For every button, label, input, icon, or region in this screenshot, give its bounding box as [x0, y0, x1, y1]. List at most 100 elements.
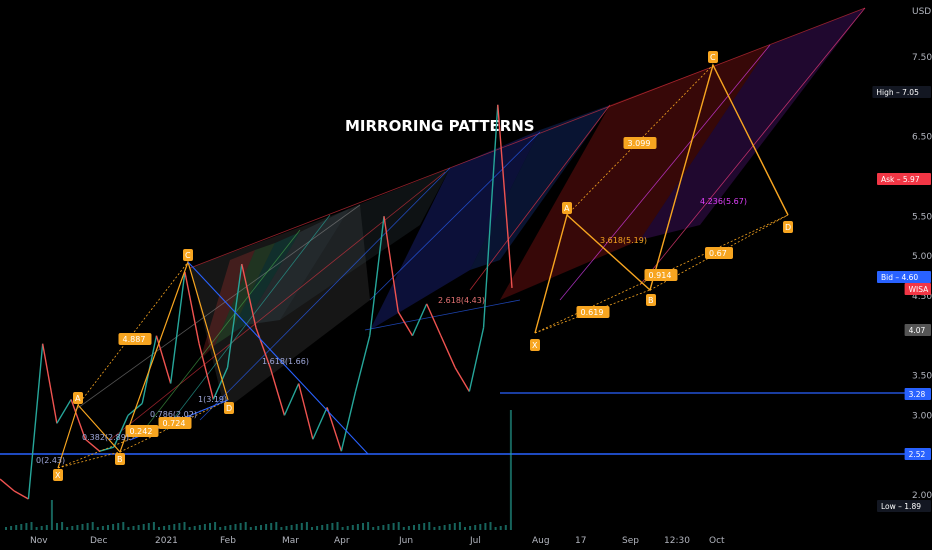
x-tick-label: 17	[575, 536, 586, 546]
volume-bar	[30, 522, 33, 530]
price-segment	[283, 383, 300, 416]
volume-bar	[127, 527, 130, 530]
volume-bar	[280, 527, 283, 530]
volume-bar	[448, 524, 451, 530]
volume-bar	[163, 526, 166, 530]
volume-bar	[168, 525, 171, 530]
svg-text:3.099: 3.099	[628, 139, 651, 148]
volume-bar	[254, 526, 257, 530]
volume-bar	[178, 523, 181, 530]
price-segment	[184, 271, 200, 344]
volume-bar	[66, 527, 69, 530]
volume-bar	[101, 526, 104, 530]
volume-bar	[326, 524, 329, 530]
volume-bar	[402, 527, 405, 530]
svg-text:0.67: 0.67	[709, 249, 727, 258]
svg-text:Ask – 5.97: Ask – 5.97	[881, 175, 920, 184]
volume-bar	[290, 525, 293, 530]
fib-channel-lines	[74, 7, 866, 441]
volume-bar	[438, 526, 441, 530]
volume-bar	[504, 525, 507, 530]
volume-bar	[10, 526, 13, 530]
price-tag: 2.52	[904, 448, 931, 460]
volume-bar	[300, 523, 303, 530]
svg-text:2.52: 2.52	[909, 450, 926, 459]
volume-bar	[336, 522, 339, 530]
price-tag: 4.07	[904, 324, 931, 336]
volume-bar	[270, 523, 273, 530]
volume-bar	[356, 524, 359, 530]
volume-bar	[479, 524, 482, 530]
volume-bar	[50, 500, 53, 530]
volume-bar	[20, 524, 23, 530]
pattern-point-c: C	[183, 249, 193, 261]
pattern-point-x: X	[53, 469, 63, 481]
volume-bar	[458, 522, 461, 530]
volume-bar	[86, 523, 89, 530]
price-segment	[369, 216, 385, 336]
price-segment	[255, 327, 271, 368]
price-segment	[27, 343, 44, 500]
fib-ratio-box: 4.887	[118, 333, 152, 345]
price-tag: High – 7.05	[872, 86, 931, 98]
x-tick-label: Nov	[30, 536, 48, 546]
price-segment	[497, 104, 513, 288]
price-segment	[84, 438, 101, 452]
y-tick-label: 4.50	[912, 292, 932, 302]
fib-level-label: 1(3.19)	[198, 395, 227, 404]
price-segment	[440, 335, 456, 368]
y-tick-label: 3.00	[912, 411, 932, 421]
volume-bar	[494, 527, 497, 530]
volume-bar	[433, 527, 436, 530]
volume-bar	[351, 525, 354, 530]
volume-bar	[397, 522, 400, 530]
svg-text:C: C	[710, 53, 716, 62]
y-tick-label: 6.50	[912, 133, 932, 143]
price-tag: Ask – 5.97	[877, 173, 931, 185]
volume-bar	[81, 524, 84, 530]
x-axis: Nov Dec 2021 Feb Mar Apr Jun Jul Aug 17 Sep 12:30 Oc…	[30, 536, 725, 546]
volume-bar	[285, 526, 288, 530]
svg-text:D: D	[226, 404, 232, 413]
x-tick-label: Sep	[622, 536, 639, 546]
volume-bar	[474, 525, 477, 530]
volume-bar	[499, 526, 502, 530]
svg-text:4.887: 4.887	[123, 335, 146, 344]
price-segment	[397, 311, 414, 337]
fib-level-label: 1.618(1.66)	[262, 357, 309, 366]
price-tags: High – 7.05 Ask – 5.97 Bid – 4.60 WISA 4.07 3…	[872, 86, 931, 512]
fib-level-label: 3.618(5.19)	[600, 236, 647, 245]
price-segment	[297, 383, 314, 440]
price-segment	[482, 104, 499, 328]
pattern-point-b: B	[646, 294, 656, 306]
x-tick-label: 12:30	[664, 536, 690, 546]
svg-text:A: A	[75, 394, 81, 403]
volume-bar	[392, 523, 395, 530]
svg-text:WISA: WISA	[909, 285, 930, 294]
volume-bar	[219, 527, 222, 530]
y-axis: 7.50 6.50 5.50 5.00 4.50 3.50 3.00 2.00	[912, 53, 932, 501]
x-tick-label: Aug	[532, 536, 550, 546]
svg-text:0.242: 0.242	[130, 427, 153, 436]
volume-bar	[372, 527, 375, 530]
volume-bar	[132, 526, 135, 530]
volume-bar	[35, 527, 38, 530]
volume-bar	[387, 524, 390, 530]
price-segment	[70, 399, 86, 440]
volume-bar	[45, 525, 48, 530]
x-tick-label: 2021	[155, 536, 178, 546]
volume-bar	[5, 527, 7, 530]
price-tag: 3.28	[904, 388, 931, 400]
fib-level-label: 0.382(2.89)	[82, 433, 129, 442]
volume-bar	[453, 523, 456, 530]
volume-bar	[96, 527, 99, 530]
price-series	[0, 104, 513, 500]
svg-text:A: A	[564, 204, 570, 213]
volume-bar	[61, 522, 64, 530]
volume-bar	[76, 525, 79, 530]
svg-text:C: C	[185, 251, 191, 260]
volume-bar	[122, 522, 125, 530]
volume-bar	[331, 523, 334, 530]
price-segment	[0, 478, 15, 492]
